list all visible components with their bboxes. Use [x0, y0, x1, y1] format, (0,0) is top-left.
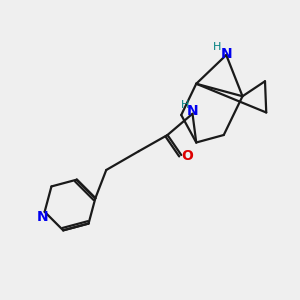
Text: N: N: [37, 210, 49, 224]
Text: O: O: [182, 149, 194, 163]
Text: H: H: [213, 43, 222, 52]
Text: H: H: [181, 100, 189, 110]
Text: N: N: [220, 47, 232, 61]
Text: N: N: [187, 104, 198, 118]
